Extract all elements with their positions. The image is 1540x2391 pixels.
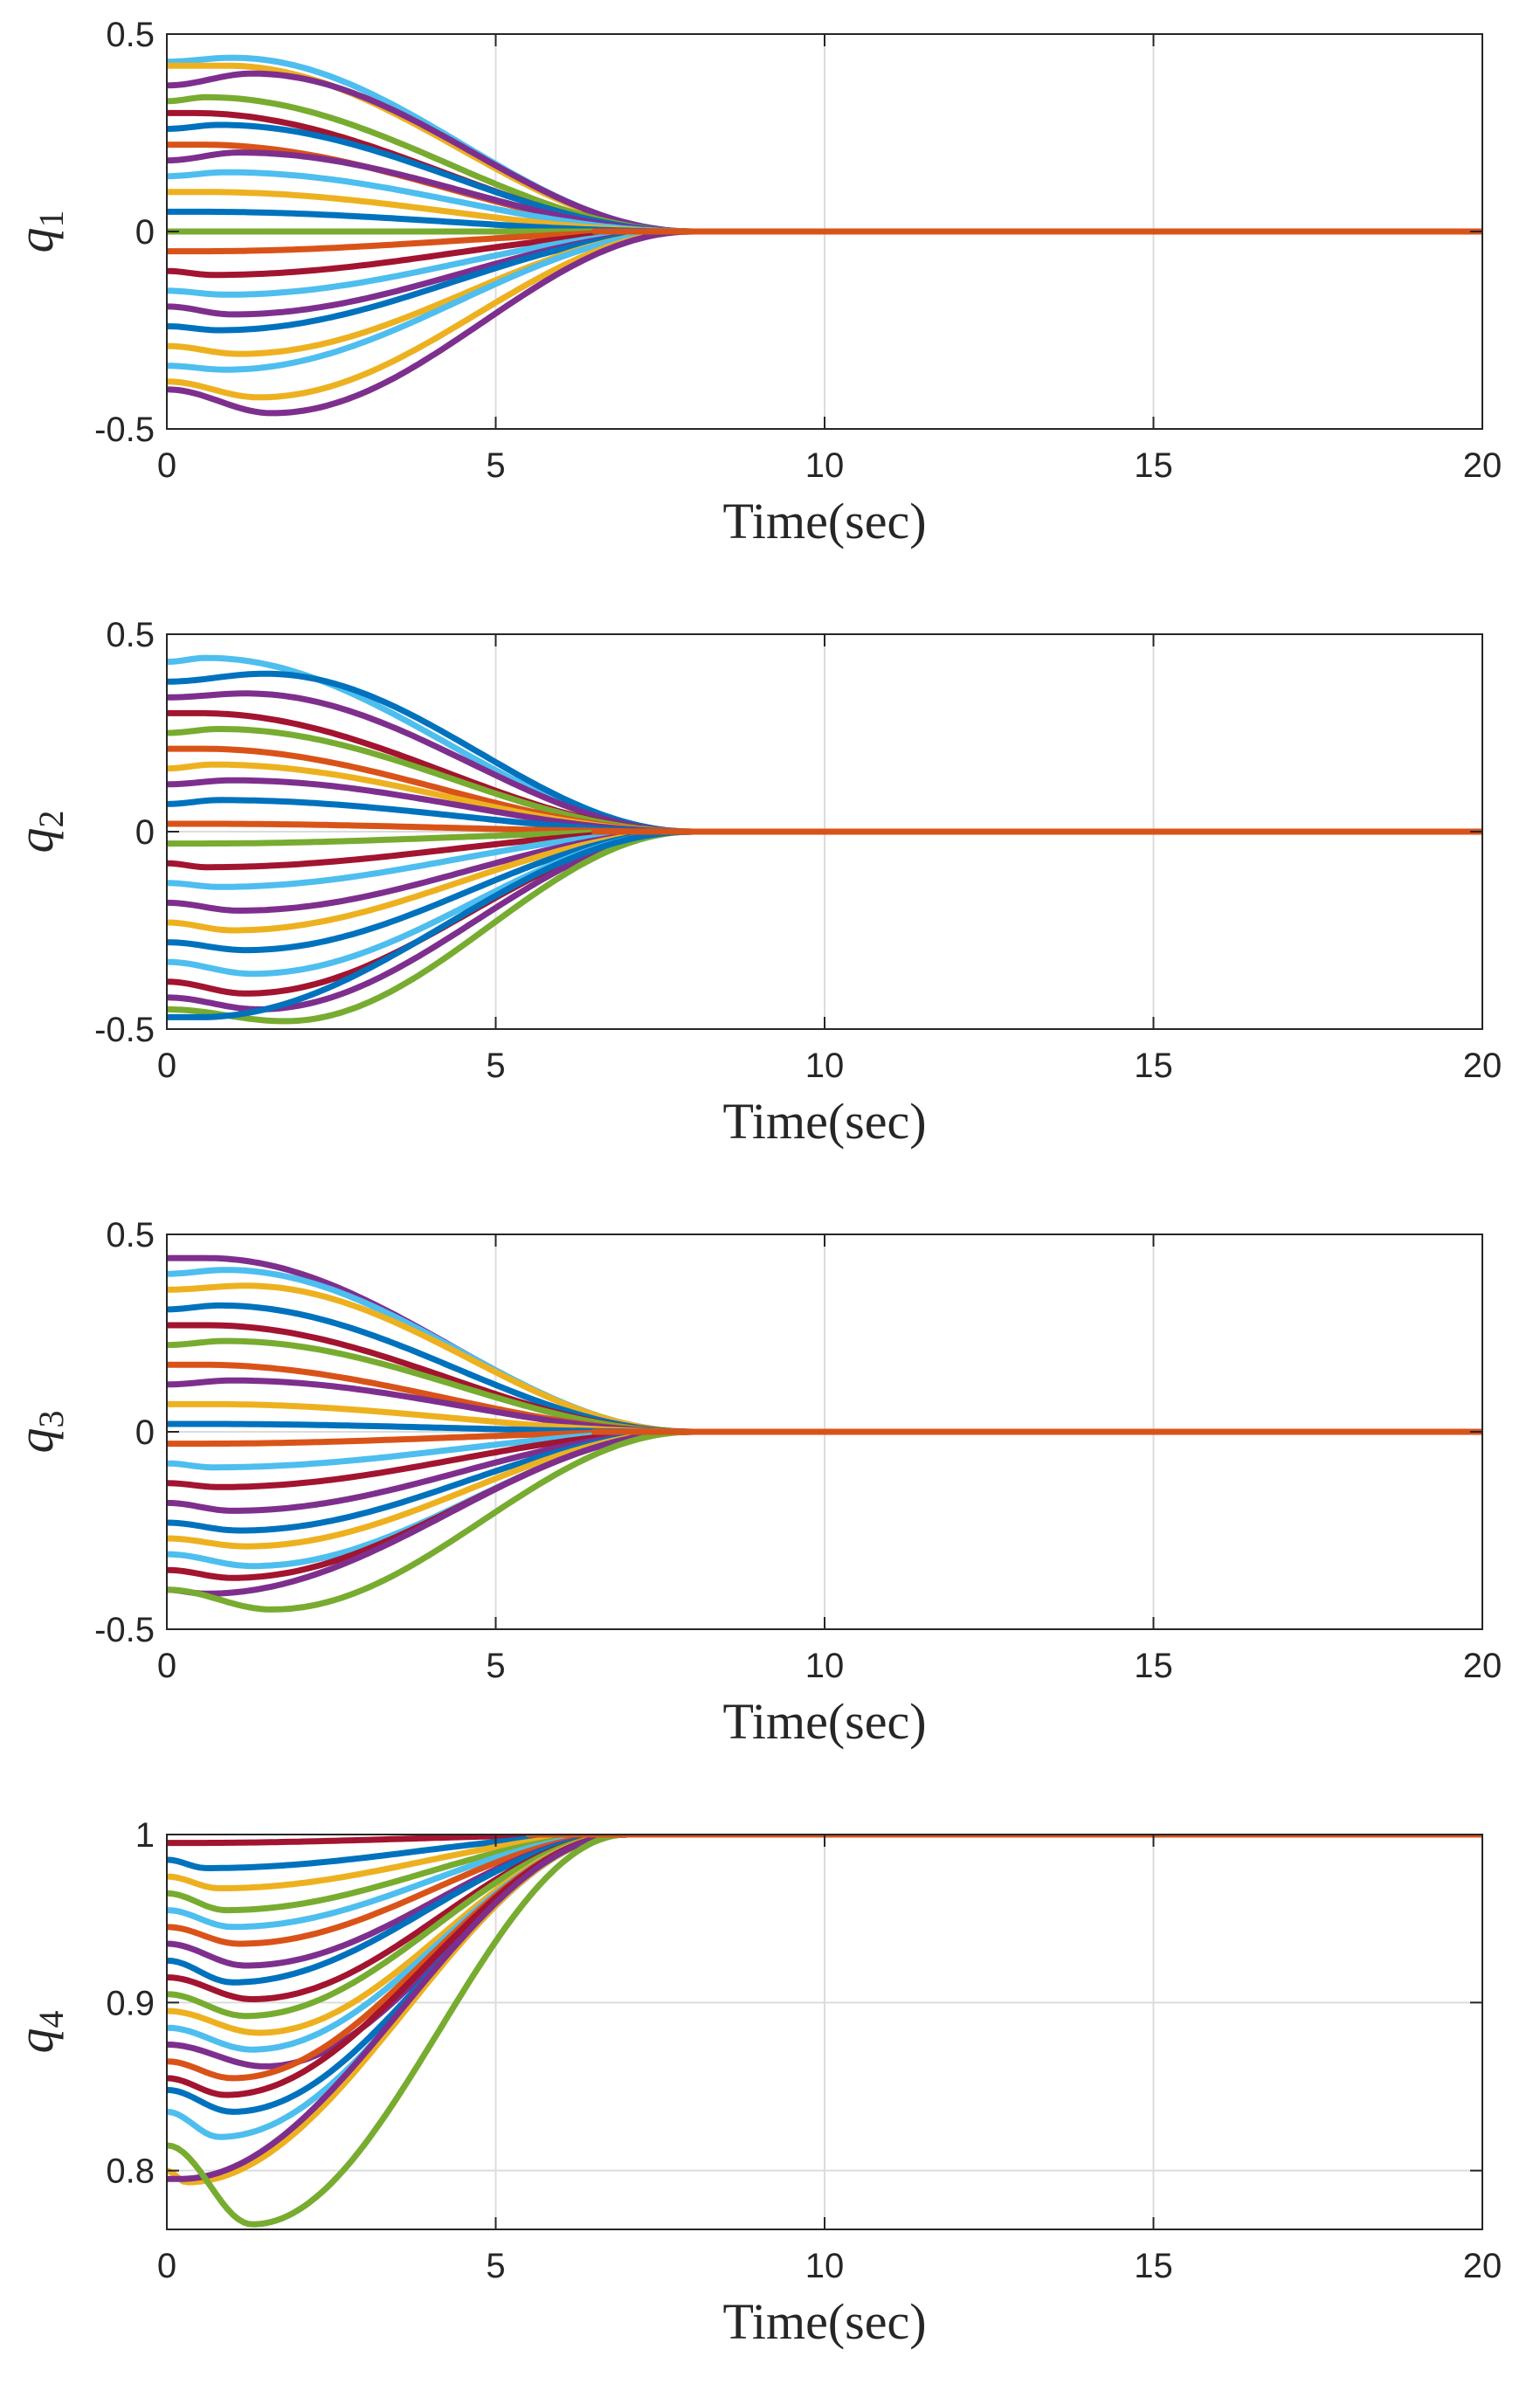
x-axis-label: Time(sec)	[722, 1093, 926, 1150]
series-line-run-1	[167, 1835, 1482, 1847]
series-line-run-16	[167, 1835, 1482, 2115]
y-axis-label-subscript: 2	[31, 811, 71, 828]
x-tick-label: 0	[157, 2247, 176, 2285]
x-tick-label: 10	[805, 2247, 845, 2285]
x-tick-label: 0	[157, 1647, 176, 1685]
x-tick-label: 20	[1463, 2247, 1502, 2285]
y-tick-label: 0.5	[106, 1216, 155, 1254]
series-line-run-14	[167, 1835, 1482, 2082]
x-tick-label: 5	[486, 1047, 505, 1085]
x-tick-label: 15	[1134, 2247, 1173, 2285]
x-tick-label: 15	[1134, 446, 1173, 485]
x-tick-label: 20	[1463, 1647, 1502, 1685]
x-tick-label: 15	[1134, 1647, 1173, 1685]
x-tick-label: 10	[805, 1047, 845, 1085]
series-line-run-8	[167, 1835, 1482, 1986]
series-group	[167, 1835, 1482, 2228]
series-line-run-15	[167, 1835, 1482, 2098]
x-tick-label: 0	[157, 1047, 176, 1085]
y-tick-label: 0.5	[106, 16, 155, 54]
series-line-run-20	[167, 1835, 1482, 2228]
series-line-run-6	[167, 1835, 1482, 1947]
x-axis-label: Time(sec)	[722, 2293, 926, 2350]
y-tick-label: 0.9	[106, 1984, 155, 2022]
subplot-q4: 0 5 10 15 20 0.8 0.9 1 Time(sec) q4	[7, 1816, 1502, 2350]
series-line-run-2	[167, 1835, 1482, 1871]
x-tick-label: 10	[805, 1647, 845, 1685]
y-tick-label: 1	[135, 1816, 155, 1855]
x-tick-label: 15	[1134, 1047, 1173, 1085]
y-axis-label: q2	[7, 811, 71, 853]
y-axis-label-symbol: q	[7, 228, 64, 253]
series-group	[167, 54, 1482, 417]
y-axis-label-symbol: q	[7, 2028, 64, 2054]
series-group	[167, 1254, 1482, 1613]
y-tick-label: 0	[135, 213, 155, 252]
series-line-run-19	[167, 1835, 1482, 2182]
y-tick-label: 0.8	[106, 2153, 155, 2191]
y-axis-label-subscript: 3	[31, 1411, 71, 1428]
y-tick-label: -0.5	[94, 1011, 155, 1049]
series-line-run-5	[167, 1835, 1482, 1931]
x-axis-label: Time(sec)	[722, 493, 926, 549]
grid	[167, 1835, 1482, 2229]
y-axis-label-subscript: 4	[31, 2011, 71, 2028]
series-line-run-18	[167, 1835, 1482, 2186]
y-axis-label-subscript: 1	[31, 211, 71, 228]
x-tick-label: 5	[486, 2247, 505, 2285]
x-tick-label: 20	[1463, 1047, 1502, 1085]
y-axis-label: q1	[7, 211, 71, 253]
x-tick-label: 5	[486, 446, 505, 485]
series-line-run-11	[167, 1835, 1482, 2036]
x-axis-label: Time(sec)	[722, 1693, 926, 1750]
y-axis-label-symbol: q	[7, 1428, 64, 1454]
series-line-run-10	[167, 1835, 1482, 2020]
y-axis-label: q4	[7, 2011, 71, 2054]
y-tick-label: 0	[135, 813, 155, 852]
x-tick-label: 10	[805, 446, 845, 485]
x-tick-label: 20	[1463, 446, 1502, 485]
series-line-run-3	[167, 1835, 1482, 1891]
x-tick-label: 0	[157, 446, 176, 485]
series-line-run-9	[167, 1835, 1482, 2002]
y-tick-label: -0.5	[94, 1611, 155, 1649]
series-group	[167, 654, 1482, 1025]
x-tick-label: 5	[486, 1647, 505, 1685]
series-line-run-12	[167, 1835, 1482, 2053]
y-tick-label: 0.5	[106, 616, 155, 654]
series-line-run-7	[167, 1835, 1482, 1969]
y-tick-label: 0	[135, 1413, 155, 1452]
y-tick-label: -0.5	[94, 411, 155, 449]
series-line-run-4	[167, 1835, 1482, 1914]
y-axis-label: q3	[7, 1411, 71, 1454]
y-axis-label-symbol: q	[7, 828, 64, 853]
